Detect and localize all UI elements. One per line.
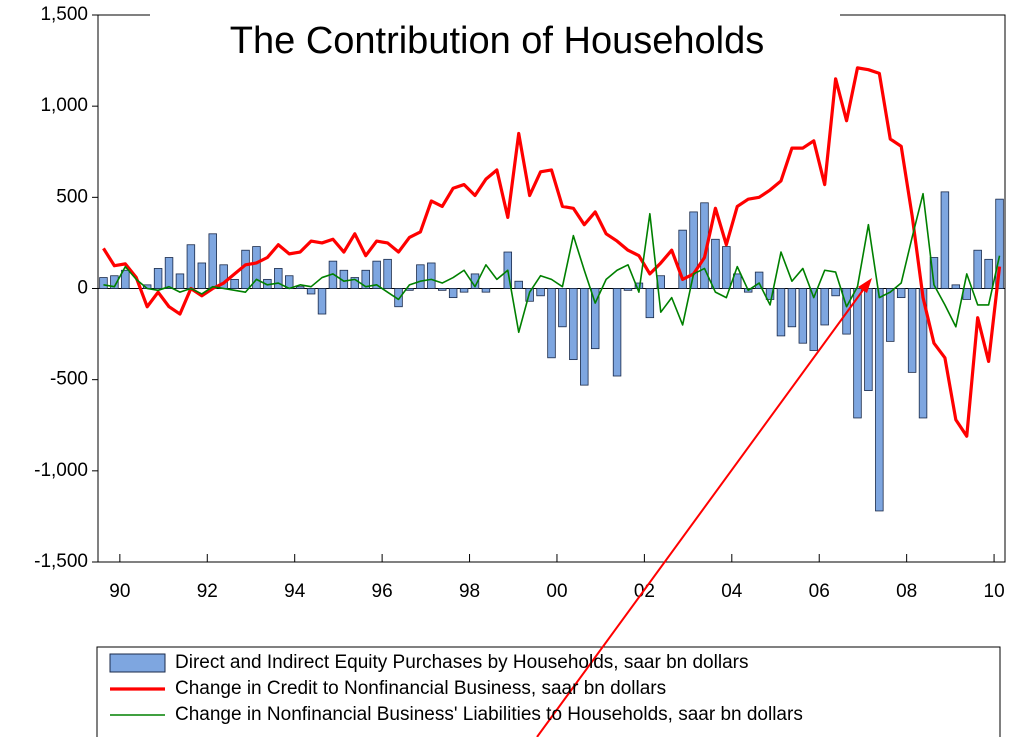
bar (787, 288, 797, 328)
y-tick-label: -500 (50, 369, 88, 390)
bar (590, 288, 600, 350)
x-tick-label: 90 (109, 581, 130, 602)
bar (689, 211, 698, 289)
bar (722, 246, 731, 289)
bar (186, 244, 196, 289)
bar (864, 288, 873, 392)
bar (973, 249, 982, 289)
line-series (103, 192, 1001, 334)
x-tick-label: 04 (721, 581, 743, 602)
bar (907, 288, 917, 373)
chart-title: The Contribution of Households (230, 20, 764, 62)
bar (153, 268, 163, 289)
bar (929, 257, 939, 289)
bar (580, 288, 589, 386)
bar (820, 288, 829, 326)
bar (536, 288, 545, 297)
bar (448, 288, 458, 299)
bar (569, 288, 578, 361)
bar (547, 288, 556, 359)
bar (416, 264, 425, 289)
bar (765, 288, 775, 300)
bar (481, 288, 491, 293)
bar (361, 269, 370, 289)
bar (886, 288, 895, 342)
bar (306, 288, 316, 295)
bar (623, 288, 633, 291)
y-tick-label: 1,500 (40, 4, 88, 25)
x-tick-label: 94 (284, 581, 306, 602)
x-tick-label: 96 (372, 581, 393, 602)
x-tick-label: 06 (809, 581, 830, 602)
bar (558, 288, 567, 328)
bar (798, 288, 808, 344)
x-tick-label: 00 (546, 581, 567, 602)
y-tick-label: 500 (56, 186, 88, 207)
bar (678, 229, 687, 289)
bar (940, 191, 950, 289)
bar (733, 273, 742, 289)
bar (110, 275, 119, 289)
y-tick-label: 0 (77, 278, 88, 299)
bar (274, 268, 283, 289)
legend-label: Direct and Indirect Equity Purchases by … (175, 652, 748, 673)
bar (175, 273, 185, 289)
x-tick-label: 08 (896, 581, 917, 602)
y-tick-label: 1,000 (40, 95, 88, 116)
bar (197, 262, 207, 289)
bar (295, 286, 305, 289)
legend-label: Change in Nonfinancial Business' Liabili… (175, 704, 803, 725)
y-tick-label: -1,000 (34, 460, 88, 481)
legend-label: Change in Credit to Nonfinancial Busines… (175, 678, 666, 699)
bar (99, 277, 108, 289)
bar (121, 269, 130, 289)
bar (459, 288, 469, 293)
bar (437, 288, 447, 291)
line-series (102, 66, 1002, 438)
bar (230, 278, 239, 289)
plot-area: -1,500 -1,000 -500 0 500 1,000 1,500 90 92 94 96 98… (34, 4, 1006, 602)
bar (241, 249, 250, 289)
annotation-arrowhead (858, 278, 872, 293)
legend-swatch (109, 653, 166, 673)
bar (984, 258, 993, 289)
bar (612, 288, 622, 377)
x-tick-label: 92 (197, 581, 218, 602)
title-backdrop (150, 0, 840, 70)
bar (350, 277, 360, 289)
y-tick-label: -1,500 (34, 551, 88, 572)
bar (252, 246, 261, 289)
bar (514, 280, 523, 289)
bar (383, 258, 392, 289)
bar (809, 288, 818, 351)
bar (896, 288, 906, 299)
bar (995, 198, 1004, 289)
bar (372, 260, 381, 289)
bar (317, 288, 327, 315)
bar (831, 288, 840, 297)
bar (164, 257, 174, 289)
bar (754, 271, 764, 289)
bar (208, 233, 217, 289)
annotation-arrow (536, 285, 867, 737)
x-tick-label: 98 (459, 581, 480, 602)
bar (427, 262, 436, 289)
bar (776, 288, 786, 337)
bar (853, 288, 862, 419)
bar (711, 238, 720, 289)
bar (951, 284, 961, 289)
bar (645, 288, 655, 319)
bar (875, 288, 884, 512)
x-tick-label: 10 (984, 581, 1005, 602)
